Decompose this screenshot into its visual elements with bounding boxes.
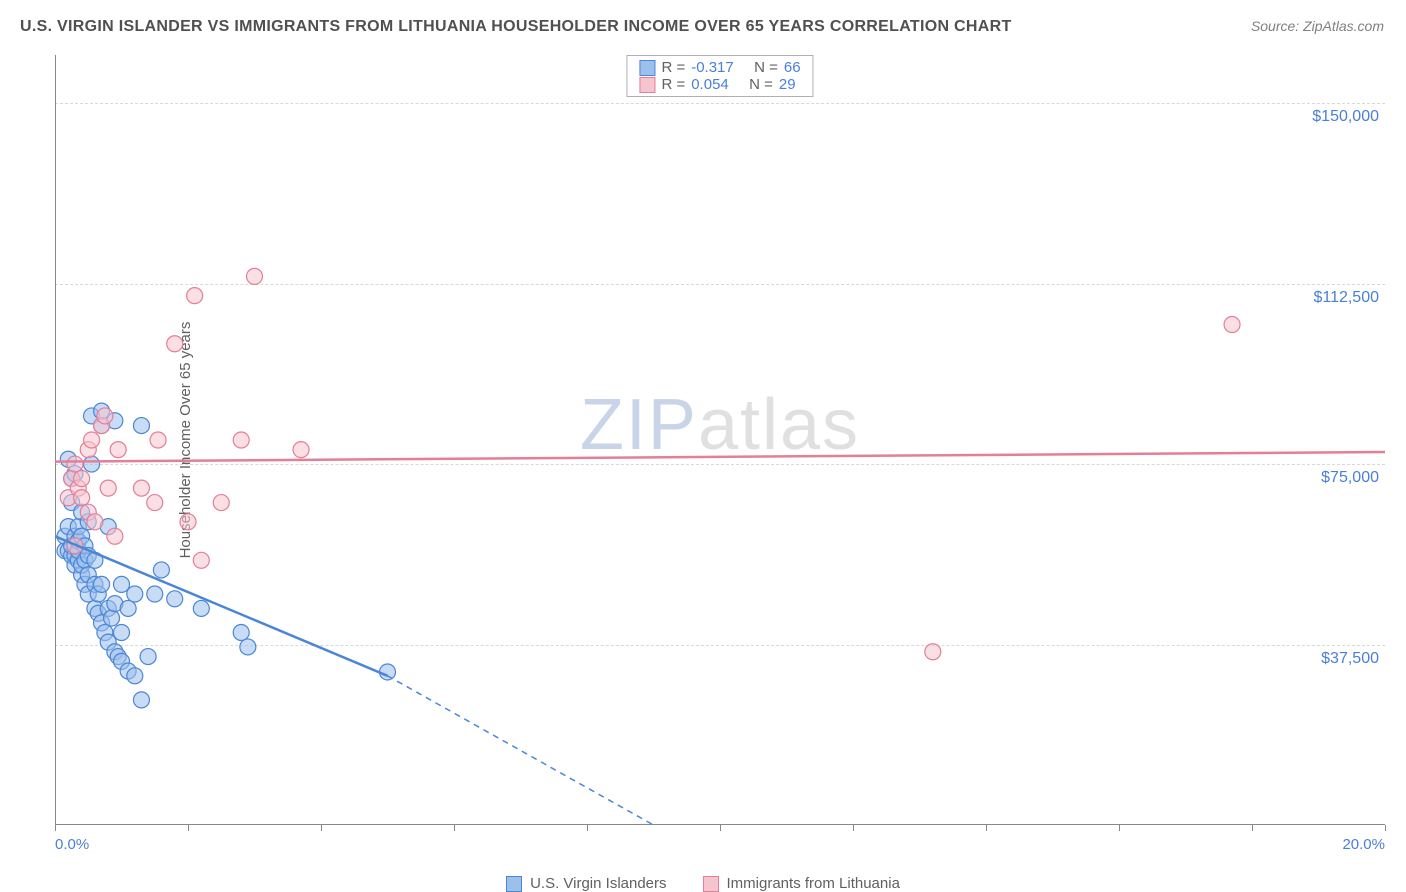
legend-swatch-1: [506, 876, 522, 892]
legend-item-1: U.S. Virgin Islanders: [506, 875, 666, 892]
r-label-2: R =: [661, 76, 685, 93]
swatch-series-2: [639, 77, 655, 93]
y-tick-label: $37,500: [1321, 650, 1379, 668]
n-value-2: 29: [779, 76, 796, 93]
scatter-svg: [55, 55, 1385, 825]
chart-title: U.S. VIRGIN ISLANDER VS IMMIGRANTS FROM …: [20, 18, 1012, 36]
n-label-1: N =: [754, 59, 778, 76]
legend-label-1: U.S. Virgin Islanders: [530, 875, 666, 892]
source-attribution: Source: ZipAtlas.com: [1251, 18, 1384, 34]
swatch-series-1: [639, 60, 655, 76]
r-value-1: -0.317: [691, 59, 734, 76]
y-tick-label: $75,000: [1321, 469, 1379, 487]
stats-legend-box: R = -0.317 N = 66 R = 0.054 N = 29: [626, 55, 813, 97]
r-label-1: R =: [661, 59, 685, 76]
n-label-2: N =: [749, 76, 773, 93]
legend-item-2: Immigrants from Lithuania: [703, 875, 900, 892]
x-axis-max-label: 20.0%: [1342, 836, 1385, 853]
chart-plot-area: Householder Income Over 65 years ZIPatla…: [55, 55, 1385, 825]
legend-swatch-2: [703, 876, 719, 892]
x-axis-min-label: 0.0%: [55, 836, 89, 853]
y-tick-label: $150,000: [1312, 108, 1379, 126]
r-value-2: 0.054: [691, 76, 729, 93]
legend-label-2: Immigrants from Lithuania: [727, 875, 900, 892]
stats-row-1: R = -0.317 N = 66: [639, 59, 800, 76]
y-tick-label: $112,500: [1313, 289, 1379, 307]
bottom-legend: U.S. Virgin Islanders Immigrants from Li…: [0, 875, 1406, 892]
stats-row-2: R = 0.054 N = 29: [639, 76, 800, 93]
n-value-1: 66: [784, 59, 801, 76]
